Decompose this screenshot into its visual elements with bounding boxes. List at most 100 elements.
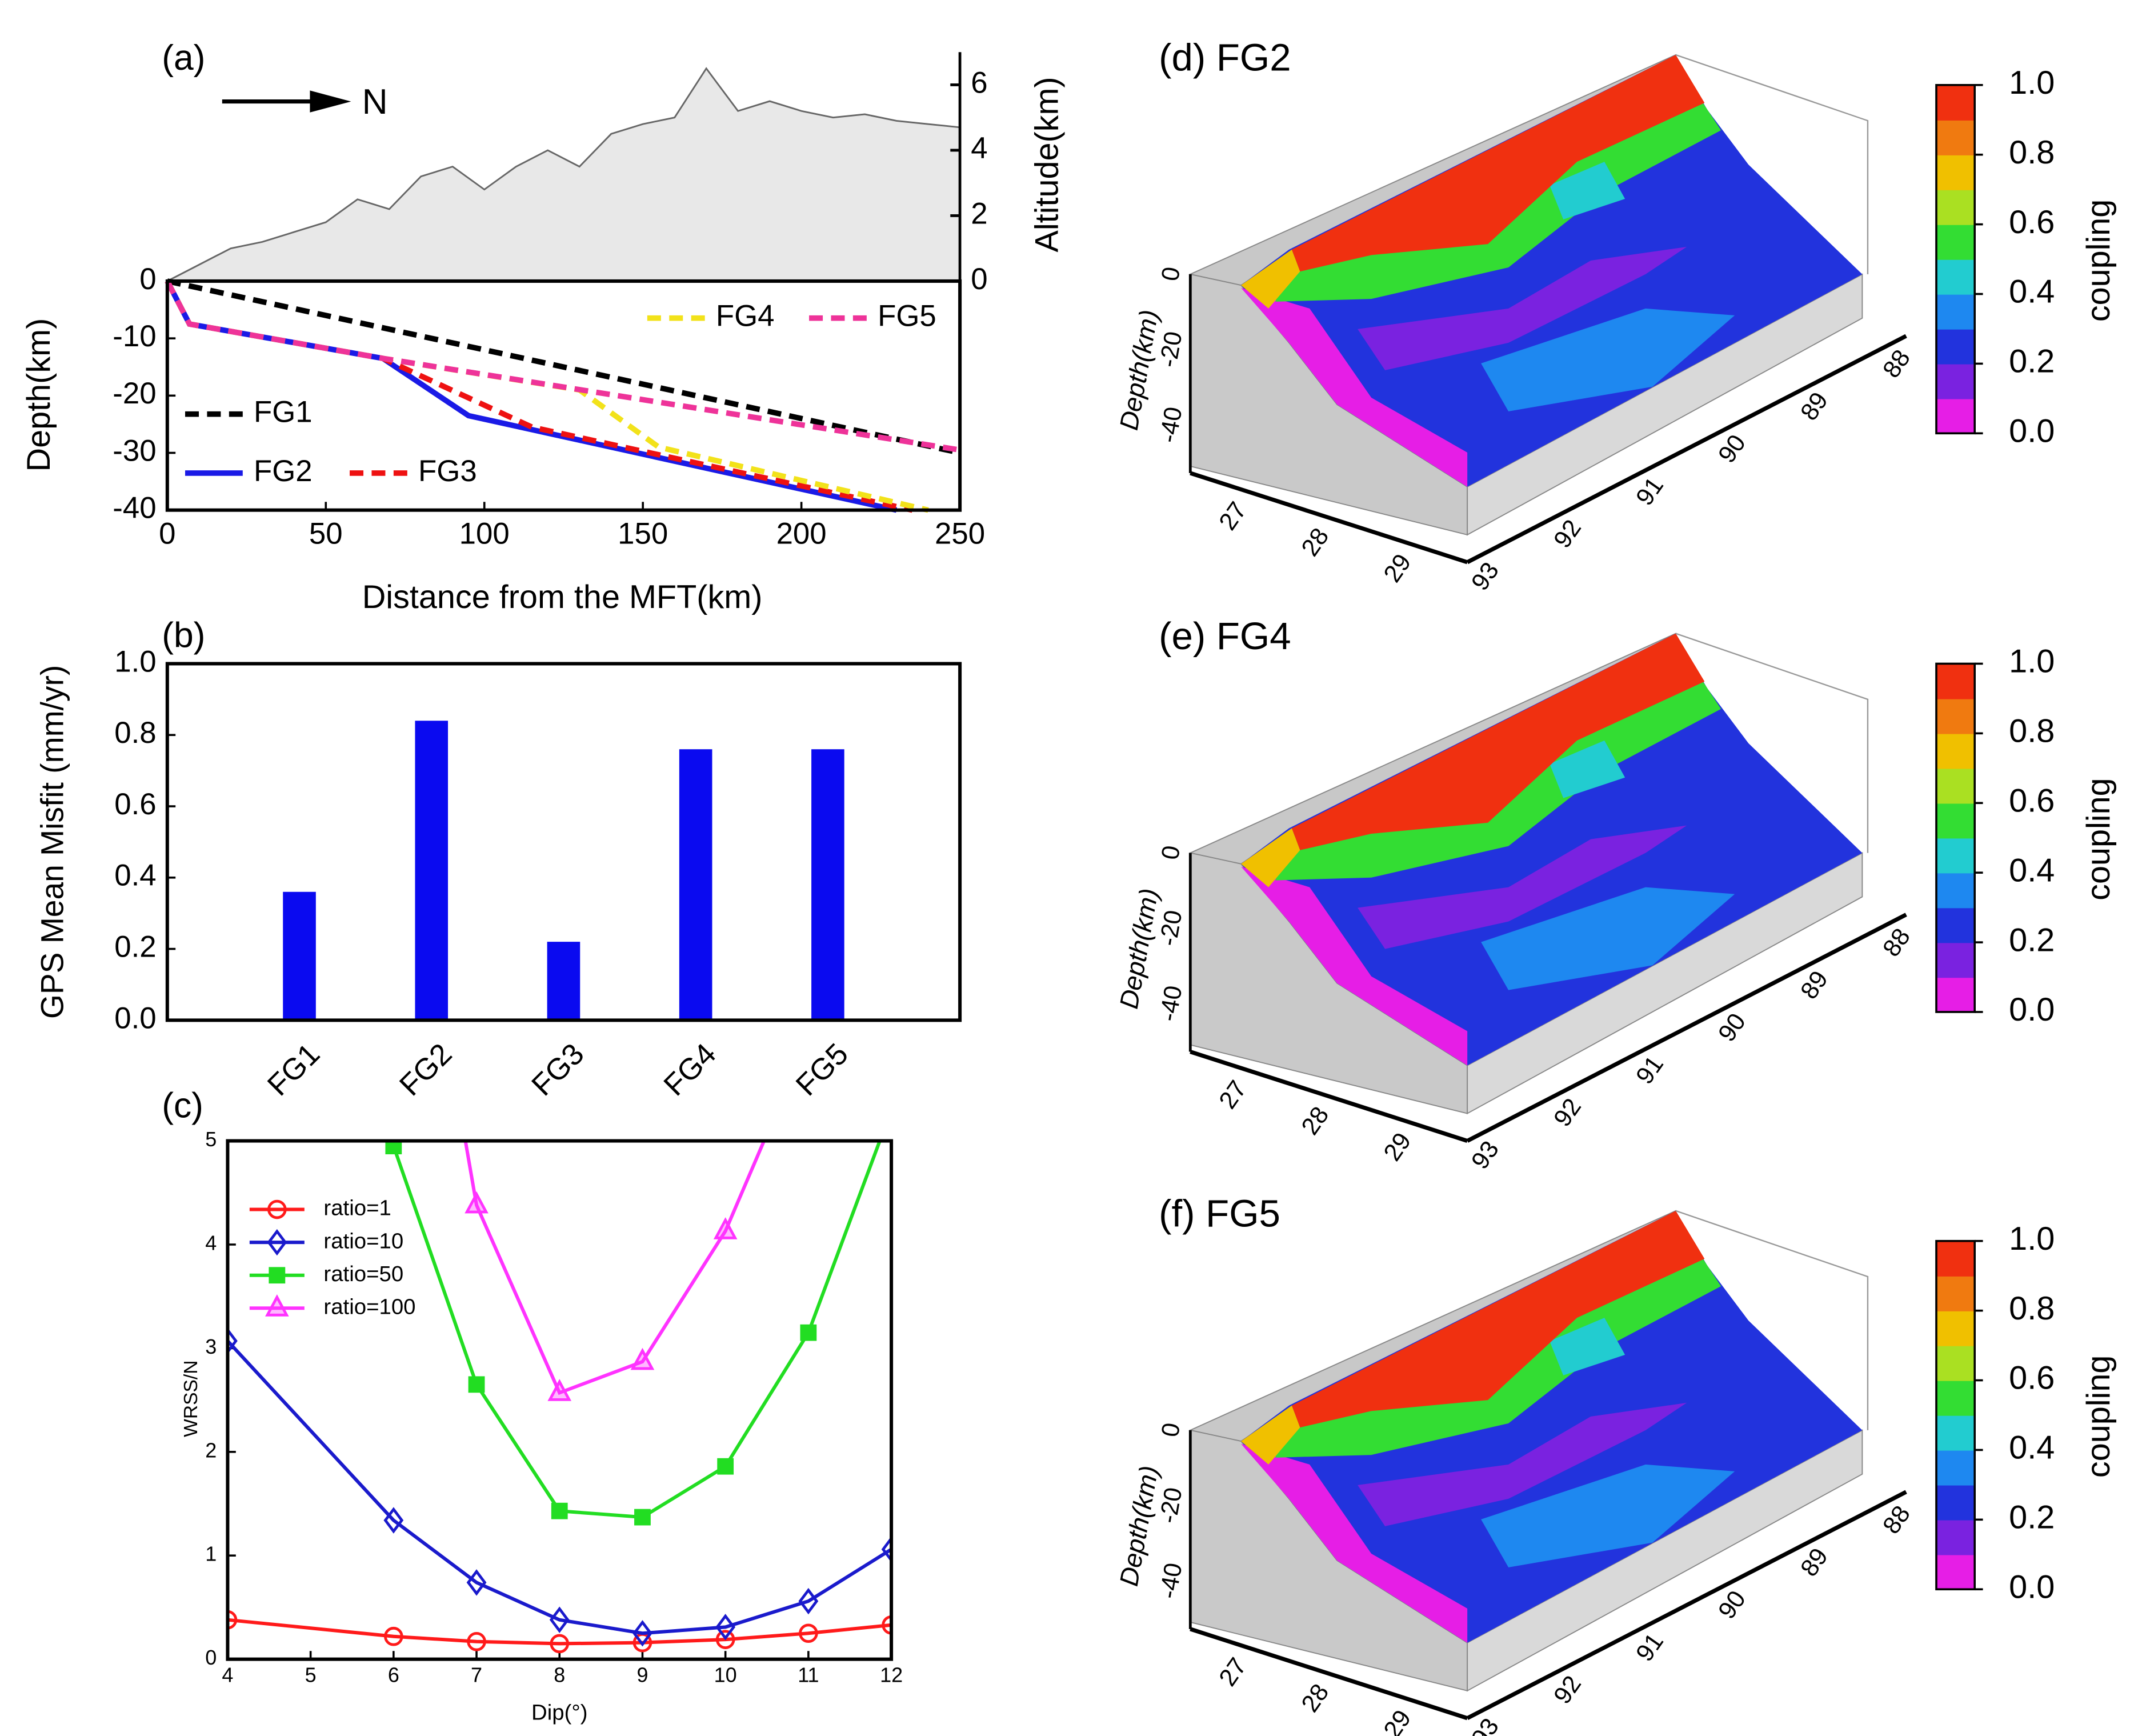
colorbar-tick-label: 0.0 bbox=[2009, 1569, 2055, 1605]
axis-line bbox=[1190, 1050, 1468, 1143]
marker bbox=[467, 1631, 486, 1651]
x-tick-label: 100 bbox=[459, 517, 510, 550]
colorbar-label: coupling bbox=[2080, 1355, 2117, 1478]
colorbar-segment bbox=[1936, 1380, 1975, 1416]
marker bbox=[881, 1536, 892, 1563]
bar bbox=[547, 942, 580, 1021]
y-tick-label: 0 bbox=[139, 262, 156, 296]
y-tick-label: 3 bbox=[205, 1335, 217, 1358]
marker bbox=[632, 1620, 652, 1647]
x-tick-label: 4 bbox=[222, 1663, 233, 1687]
surface bbox=[1241, 1443, 1468, 1643]
colorbar-tick-label: 1.0 bbox=[2009, 65, 2055, 101]
colorbar-segment bbox=[1936, 119, 1975, 155]
colorbar-tick-label: 0.8 bbox=[2009, 713, 2055, 750]
altitude-area bbox=[167, 67, 961, 282]
surface bbox=[1241, 54, 1863, 487]
legend-label: ratio=100 bbox=[323, 1294, 415, 1319]
y2-tick-label: 0 bbox=[971, 262, 987, 296]
series-line bbox=[463, 1141, 766, 1395]
colorbar-frame bbox=[1935, 1239, 1976, 1591]
fault-line bbox=[166, 278, 961, 456]
colorbar-segment bbox=[1936, 1310, 1975, 1346]
legend-label: FG5 bbox=[878, 299, 936, 333]
marker bbox=[227, 1327, 238, 1354]
y-tick-label: 0.8 bbox=[114, 716, 156, 750]
surface bbox=[1291, 54, 1705, 272]
surface bbox=[1481, 308, 1735, 411]
colorbar-tick-label: 0.2 bbox=[2009, 1499, 2055, 1536]
colorbar-segment bbox=[1936, 873, 1975, 909]
x-axis-label: Distance from the MFT(km) bbox=[362, 579, 763, 615]
surface bbox=[1291, 633, 1705, 850]
colorbar-tick-label: 0.8 bbox=[2009, 134, 2055, 171]
surface bbox=[1241, 866, 1468, 1066]
marker bbox=[227, 1610, 238, 1630]
panel-title: (e) FG4 bbox=[1159, 615, 1291, 658]
colorbar-tick-label: 0.4 bbox=[2009, 852, 2055, 889]
colorbar-tick-label: 0.2 bbox=[2009, 922, 2055, 958]
x-tick-label: 200 bbox=[776, 517, 827, 550]
surface bbox=[1358, 1402, 1687, 1526]
surface bbox=[1550, 740, 1625, 798]
colorbar-frame bbox=[1935, 83, 1976, 435]
y-tick-label: 5 bbox=[205, 1127, 217, 1151]
axis-line bbox=[1190, 471, 1468, 565]
series-line bbox=[227, 1618, 892, 1646]
x-tick-label: 150 bbox=[618, 517, 668, 550]
colorbar-tick-label: 0.8 bbox=[2009, 1290, 2055, 1327]
surface bbox=[1291, 1210, 1705, 1428]
marker bbox=[799, 1623, 818, 1643]
marker bbox=[634, 1509, 651, 1526]
surface bbox=[1241, 1210, 1863, 1643]
colorbar-segment bbox=[1936, 294, 1975, 330]
legend-label: FG2 bbox=[254, 454, 313, 488]
x-tick-label: 8 bbox=[554, 1663, 565, 1687]
marker bbox=[549, 1606, 570, 1633]
surface bbox=[1358, 825, 1687, 949]
z-tick-label: -40 bbox=[1154, 1561, 1187, 1601]
marker bbox=[269, 1267, 286, 1284]
colorbar-tick-label: 0.0 bbox=[2009, 991, 2055, 1028]
bar bbox=[415, 721, 449, 1021]
colorbar-frame bbox=[1935, 662, 1976, 1013]
y-tick-label: 0.2 bbox=[114, 930, 156, 964]
marker bbox=[468, 1376, 485, 1393]
y-tick-label: -40 bbox=[113, 491, 156, 525]
marker bbox=[385, 1141, 402, 1155]
axis-line bbox=[1466, 1490, 1907, 1721]
y2-tick-label: 6 bbox=[971, 66, 987, 99]
marker bbox=[713, 1217, 738, 1239]
x-tick-label: 7 bbox=[471, 1663, 482, 1687]
box-front-face bbox=[1467, 273, 1863, 536]
legend-label: FG1 bbox=[254, 395, 313, 429]
colorbar-segment bbox=[1936, 398, 1975, 434]
y2-tick-label: 4 bbox=[971, 131, 987, 165]
legend-label: ratio=1 bbox=[323, 1196, 391, 1221]
panel-title: (f) FG5 bbox=[1159, 1192, 1280, 1235]
panel-title: (d) FG2 bbox=[1159, 36, 1291, 79]
colorbar-segment bbox=[1936, 363, 1975, 399]
legend-label: FG4 bbox=[716, 299, 775, 333]
colorbar-segment bbox=[1936, 977, 1975, 1013]
marker bbox=[550, 1634, 570, 1654]
x-tick-label: 5 bbox=[305, 1663, 317, 1687]
colorbar-tick-label: 1.0 bbox=[2009, 1221, 2055, 1257]
marker bbox=[800, 1324, 817, 1341]
colorbar-label: coupling bbox=[2080, 778, 2117, 900]
y-tick-label: 4 bbox=[205, 1231, 217, 1254]
colorbar-segment bbox=[1936, 85, 1975, 121]
colorbar-tick-label: 0.4 bbox=[2009, 274, 2055, 310]
colorbar-tick-label: 1.0 bbox=[2009, 643, 2055, 680]
y-tick-label: -20 bbox=[113, 377, 156, 410]
colorbar-segment bbox=[1936, 1450, 1975, 1486]
z-tick-label: -20 bbox=[1154, 330, 1187, 370]
panel-title: (c) bbox=[162, 1086, 203, 1125]
bar bbox=[679, 749, 712, 1021]
y-axis-label: WRSS/N bbox=[181, 1361, 202, 1437]
colorbar-segment bbox=[1936, 1485, 1975, 1521]
z-tick-label: -40 bbox=[1154, 405, 1187, 445]
colorbar-tick-label: 0.0 bbox=[2009, 413, 2055, 450]
marker bbox=[547, 1379, 572, 1401]
